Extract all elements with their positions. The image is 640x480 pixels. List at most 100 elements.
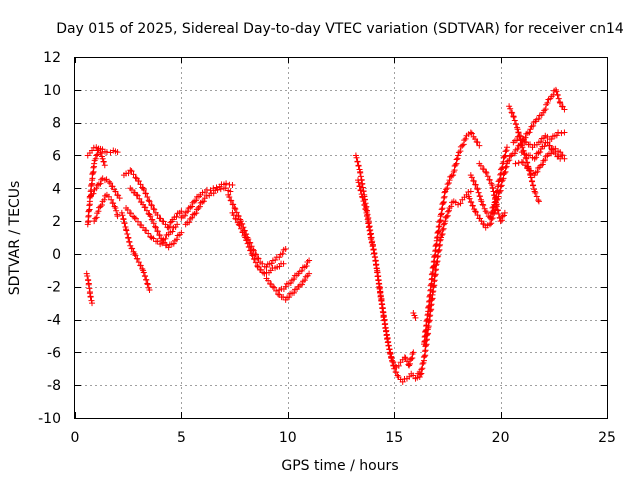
data-point: [492, 196, 499, 203]
data-point: [457, 200, 464, 207]
data-point: [86, 202, 93, 209]
data-point: [444, 208, 451, 215]
data-point: [142, 190, 149, 197]
data-point: [488, 209, 495, 216]
data-point: [132, 215, 139, 222]
data-point: [561, 106, 568, 113]
data-point: [448, 172, 455, 179]
data-point: [357, 187, 364, 194]
data-point: [132, 174, 139, 181]
data-point: [554, 92, 561, 99]
data-point: [435, 224, 442, 231]
y-tick-label: -2: [47, 280, 61, 296]
data-point: [450, 172, 457, 179]
data-point: [214, 186, 221, 193]
data-point: [424, 312, 431, 319]
data-point: [370, 247, 377, 254]
data-point: [448, 203, 455, 210]
data-point: [132, 252, 139, 259]
data-point: [499, 213, 506, 220]
data-point: [244, 240, 251, 247]
data-point: [143, 207, 150, 214]
data-point: [468, 174, 475, 181]
data-point: [468, 199, 475, 206]
data-point: [144, 281, 151, 288]
data-point: [388, 354, 395, 361]
data-point: [127, 210, 134, 217]
data-point: [480, 221, 487, 228]
data-point: [192, 197, 199, 204]
data-point: [105, 193, 112, 200]
data-point: [559, 152, 566, 159]
data-point: [247, 247, 254, 254]
data-point: [469, 202, 476, 209]
data-point: [461, 137, 468, 144]
data-point: [480, 202, 487, 209]
data-point: [125, 235, 132, 242]
data-point: [484, 173, 491, 180]
data-point: [147, 233, 154, 240]
data-point: [361, 202, 368, 209]
data-point: [438, 206, 445, 213]
data-point: [84, 219, 91, 226]
data-point: [111, 203, 118, 210]
data-point: [301, 277, 308, 284]
data-point: [162, 235, 169, 242]
data-point: [455, 152, 462, 159]
data-point: [428, 276, 435, 283]
data-point: [470, 178, 477, 185]
data-point: [460, 141, 467, 148]
data-point: [251, 256, 258, 263]
data-point: [134, 192, 141, 199]
data-point: [85, 281, 92, 288]
data-point: [383, 332, 390, 339]
data-point: [363, 213, 370, 220]
x-axis-label: GPS time / hours: [281, 458, 398, 474]
chart-title: Day 015 of 2025, Sidereal Day-to-day VTE…: [56, 21, 624, 37]
data-point: [544, 99, 551, 106]
data-point: [247, 239, 254, 246]
data-point: [235, 213, 242, 220]
data-point: [233, 209, 240, 216]
data-point: [113, 207, 120, 214]
data-point: [143, 277, 150, 284]
data-point: [548, 136, 555, 143]
data-point: [276, 254, 283, 261]
data-point: [530, 122, 537, 129]
data-point: [444, 181, 451, 188]
data-point: [85, 277, 92, 284]
data-point: [401, 354, 408, 361]
data-point: [134, 255, 141, 262]
data-point: [156, 232, 163, 239]
data-point: [455, 149, 462, 156]
data-point: [114, 149, 121, 156]
y-tick-label: -10: [38, 411, 61, 427]
data-point: [372, 262, 379, 269]
data-point: [236, 222, 243, 229]
data-point: [200, 198, 207, 205]
data-point: [478, 198, 485, 205]
y-tick-label: 0: [52, 247, 61, 263]
data-point: [549, 146, 556, 153]
data-point: [528, 174, 534, 181]
data-point: [86, 285, 93, 292]
data-point: [253, 251, 260, 258]
data-point: [457, 143, 464, 150]
data-point: [298, 281, 305, 288]
data-point: [98, 202, 105, 209]
data-point: [428, 281, 435, 288]
data-point: [193, 210, 200, 217]
data-point: [412, 314, 419, 321]
data-point: [151, 206, 158, 213]
data-point: [189, 214, 196, 221]
data-point: [95, 208, 102, 215]
data-point: [145, 230, 152, 237]
data-point: [186, 219, 193, 226]
data-point: [282, 283, 289, 290]
data-point: [495, 211, 502, 218]
data-point: [402, 355, 409, 362]
data-point: [557, 99, 564, 106]
data-point: [355, 162, 362, 169]
